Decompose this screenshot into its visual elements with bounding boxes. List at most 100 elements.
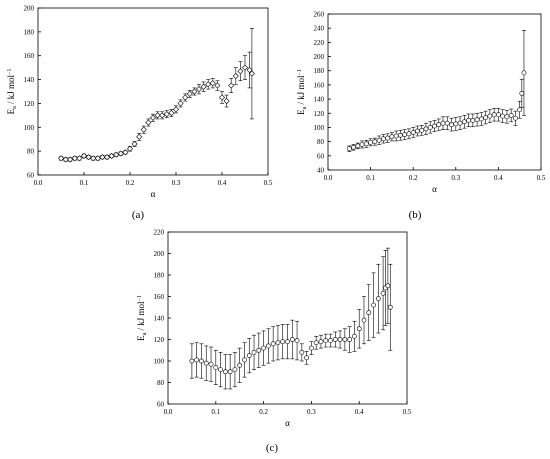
data-point (241, 64, 249, 71)
data-point (363, 141, 369, 147)
data-point (194, 357, 200, 363)
data-point (410, 130, 416, 135)
y-tick-label: 160 (24, 52, 35, 60)
x-tick-label: 0.5 (537, 174, 546, 182)
data-point (372, 139, 378, 145)
data-point (223, 98, 230, 105)
data-point (304, 355, 310, 361)
y-tick-label: 140 (154, 315, 165, 323)
x-tick-label: 0.3 (451, 174, 460, 182)
data-point (265, 343, 271, 349)
data-point (289, 337, 295, 342)
y-tick-label: 80 (317, 138, 325, 146)
x-tick-label: 0.1 (80, 179, 89, 187)
data-point (393, 133, 399, 139)
data-point (483, 115, 489, 120)
x-tick-label: 0.5 (264, 179, 273, 187)
data-point (359, 142, 365, 147)
data-point (57, 155, 65, 162)
data-point (228, 82, 235, 89)
data-point (140, 126, 147, 133)
data-point (80, 152, 88, 159)
x-tick-label: 0.2 (259, 408, 268, 416)
x-tick-label: 0.0 (164, 408, 173, 416)
x-tick-label: 0.4 (494, 174, 503, 182)
data-point (375, 296, 381, 302)
panel-label: (c) (266, 442, 279, 454)
data-point (423, 126, 429, 132)
data-point (508, 113, 514, 118)
y-axis-label: Ea / kJ mol−1 (296, 69, 308, 115)
data-point (246, 353, 252, 359)
y-tick-label: 60 (317, 152, 325, 160)
data-point (347, 337, 353, 342)
data-point (432, 123, 437, 129)
data-point (270, 341, 276, 347)
data-point (117, 150, 124, 157)
data-point (90, 155, 97, 162)
y-tick-label: 140 (314, 96, 325, 104)
y-tick-label: 180 (154, 272, 165, 280)
x-tick-label: 0.4 (218, 179, 227, 187)
data-point (149, 114, 157, 121)
panel-label: (a) (132, 209, 145, 221)
panel-c: 0.0 0.1 0.2 0.3 0.4 0.5 60 80 100 120 140 160 180 200… (136, 229, 412, 455)
data-point (163, 111, 170, 118)
y-tick-label: 100 (154, 358, 165, 366)
x-tick-label: 0.5 (403, 408, 412, 416)
data-point (232, 367, 238, 372)
y-tick-label: 240 (314, 25, 325, 33)
data-point (500, 113, 506, 119)
y-tick-label: 100 (24, 124, 35, 132)
data-point (214, 82, 221, 89)
y-tick-label: 120 (314, 110, 325, 118)
y-tick-label: 180 (24, 28, 35, 36)
data-point (474, 117, 480, 123)
data-point (313, 340, 319, 346)
data-point (466, 117, 471, 123)
data-point (261, 345, 266, 351)
data-point (154, 112, 161, 119)
data-point (172, 106, 180, 113)
data-point (256, 347, 262, 353)
data-point (436, 122, 442, 128)
data-point (406, 131, 412, 137)
data-point (248, 70, 255, 77)
data-point (205, 81, 212, 88)
data-point (308, 345, 314, 351)
data-point (380, 136, 386, 142)
data-point (380, 290, 386, 296)
x-tick-label: 0.0 (324, 174, 333, 182)
y-tick-label: 220 (314, 39, 325, 47)
panel-a: 0.0 0.1 0.2 0.3 0.4 0.5 60 80 100 120 140 160 180 200… (6, 5, 273, 222)
data-point (67, 156, 74, 163)
x-tick-label: 0.4 (355, 408, 364, 416)
y-tick-label: 60 (157, 401, 165, 409)
data-point (199, 358, 204, 364)
x-tick-label: 0.2 (409, 174, 418, 182)
y-tick-label: 120 (24, 100, 35, 108)
data-point (218, 367, 223, 372)
data-point (366, 310, 372, 316)
y-tick-label: 200 (314, 53, 325, 61)
data-point (491, 112, 497, 118)
y-tick-label: 220 (154, 229, 165, 237)
y-axis-label: Ea / kJ mol−1 (136, 295, 148, 341)
data-point (99, 154, 106, 161)
data-point (444, 120, 450, 126)
panel-label: (b) (409, 209, 422, 221)
data-point (213, 365, 219, 370)
y-tick-label: 40 (317, 167, 325, 175)
data-point (232, 72, 239, 80)
data-point (182, 94, 189, 101)
data-point (342, 337, 348, 342)
data-point (131, 140, 138, 148)
data-point (251, 349, 257, 355)
data-point (285, 339, 290, 345)
data-point (200, 83, 207, 90)
y-tick-label: 160 (154, 293, 165, 301)
y-tick-label: 200 (154, 250, 165, 258)
y-tick-label: 80 (27, 148, 35, 156)
data-point (385, 135, 391, 141)
data-point (209, 80, 216, 87)
